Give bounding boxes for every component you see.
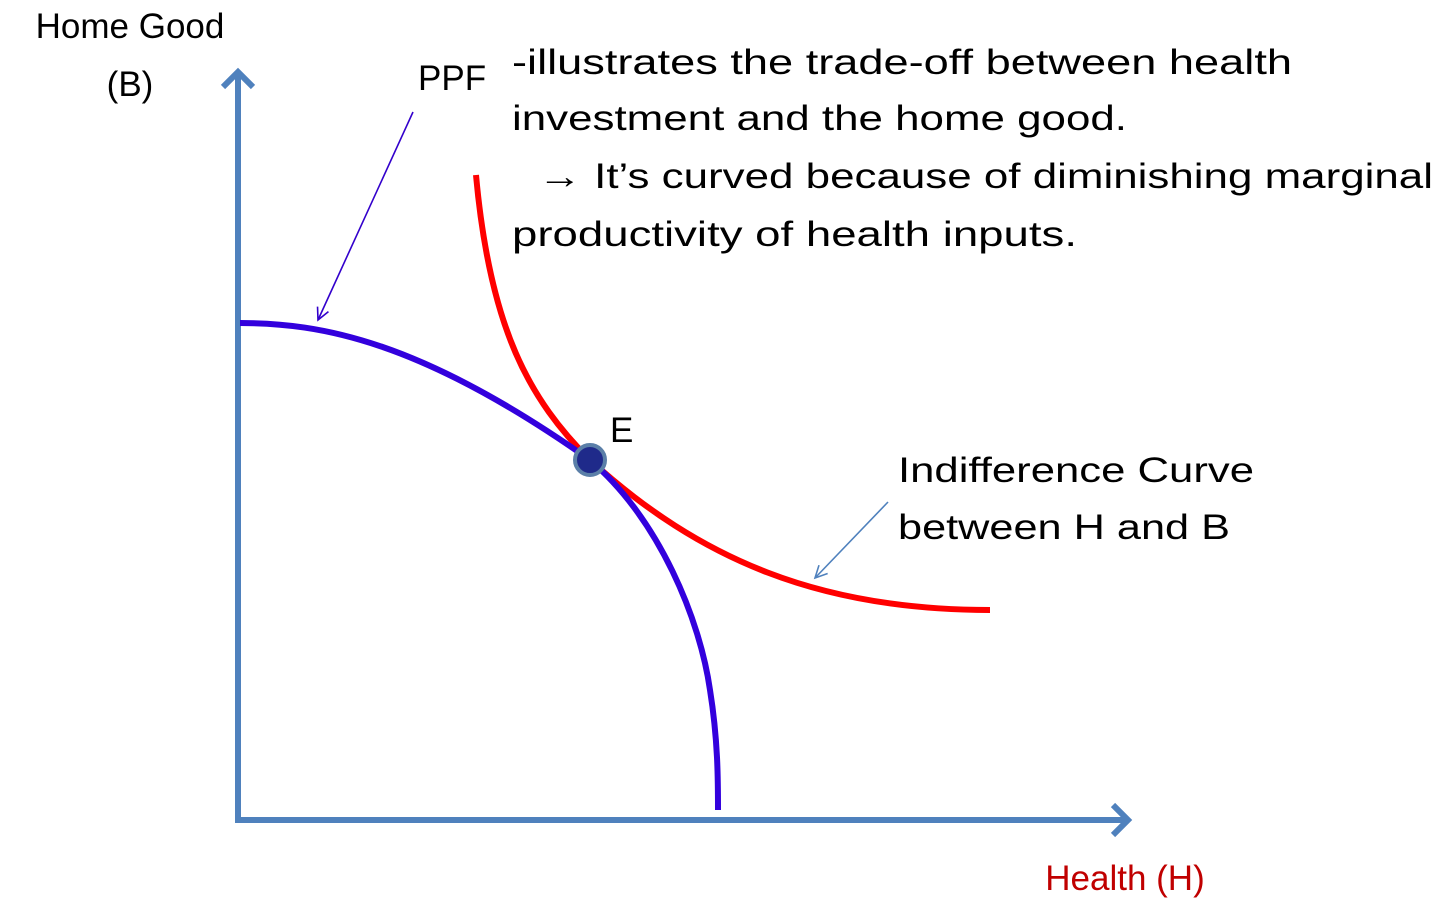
indifference-label: Indifference Curve (898, 451, 1254, 490)
y-axis-label: Home Good (36, 7, 225, 46)
ppf-pointer (316, 111, 414, 322)
point-label: E (610, 411, 633, 450)
y-axis-label: (B) (107, 65, 154, 104)
annotation-line: productivity of health inputs. (512, 215, 1077, 254)
equilibrium-point (573, 443, 607, 477)
ppf-curve (239, 320, 721, 811)
annotation-line: -illustrates the trade-off between healt… (512, 43, 1292, 82)
x-axis-label: Health (H) (1045, 859, 1204, 898)
annotation-line: → It’s curved because of diminishing mar… (538, 157, 1433, 196)
indifference-label: between H and B (898, 508, 1230, 547)
annotation-line: investment and the home good. (512, 99, 1127, 138)
ppf-label: PPF (418, 59, 486, 98)
indifference-pointer (813, 501, 889, 580)
